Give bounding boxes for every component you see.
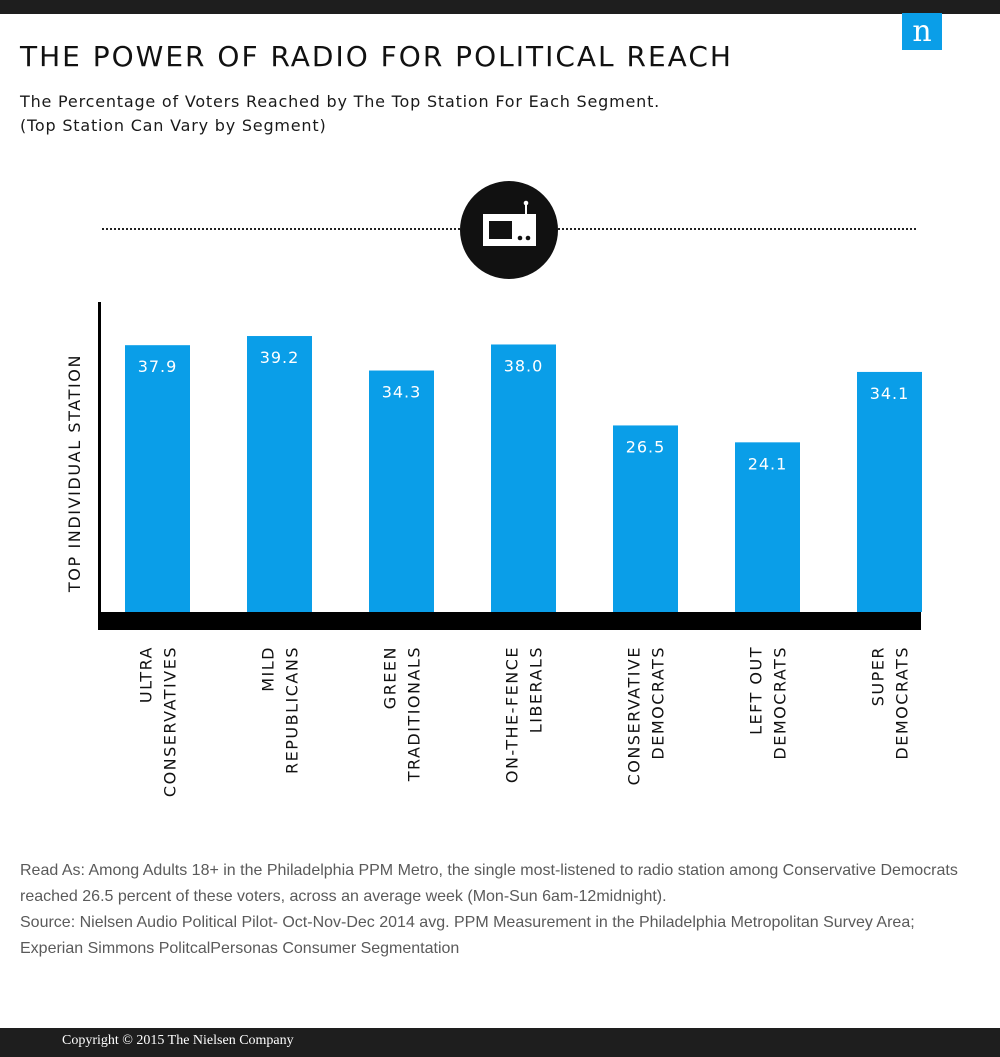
bar-value-label-4: 38.0: [504, 356, 544, 375]
x-tick-label-5: CONSERVATIVE DEMOCRATS: [625, 646, 668, 785]
x-tick-label-3-line-2: TRADITIONALS: [405, 646, 424, 782]
x-tick-label-2-line-2: REPUBLICANS: [283, 646, 302, 774]
x-tick-label-1-line-1: ULTRA: [137, 646, 156, 703]
bar-5: [613, 425, 678, 612]
bar-6: [735, 442, 800, 612]
bar-value-label-2: 39.2: [260, 348, 300, 367]
bar-4: [491, 344, 556, 612]
bar-chart: TOP INDIVIDUAL STATION 37.9 39.2 34.3 38.0 2…: [65, 181, 922, 797]
footer-bar: Copyright © 2015 The Nielsen Company: [0, 1028, 1000, 1057]
x-tick-labels: ULTRA CONSERVATIVES MILD REPUBLICANS GREEN TR…: [137, 646, 912, 797]
y-axis-line: [98, 302, 101, 630]
x-tick-label-6-line-1: LEFT OUT: [747, 646, 766, 735]
x-tick-label-5-line-1: CONSERVATIVE: [625, 646, 644, 785]
x-tick-label-1-line-2: CONSERVATIVES: [161, 646, 180, 797]
x-tick-label-2: MILD REPUBLICANS: [259, 646, 302, 774]
x-tick-label-6: LEFT OUT DEMOCRATS: [747, 646, 790, 760]
footnote: Read As: Among Adults 18+ in the Philade…: [20, 858, 980, 962]
bar-value-label-5: 26.5: [626, 437, 666, 456]
copyright-text: Copyright © 2015 The Nielsen Company: [62, 1033, 294, 1048]
bar-value-label-1: 37.9: [138, 357, 178, 376]
x-tick-label-3-line-1: GREEN: [381, 646, 400, 709]
subtitle-line-2: (Top Station Can Vary by Segment): [20, 116, 327, 135]
x-tick-label-7: SUPER DEMOCRATS: [869, 646, 912, 760]
x-tick-label-2-line-1: MILD: [259, 646, 278, 692]
x-axis-baseline: [98, 612, 921, 630]
x-tick-label-1: ULTRA CONSERVATIVES: [137, 646, 180, 797]
subtitle-line-1: The Percentage of Voters Reached by The …: [20, 92, 661, 111]
bar-value-label-3: 34.3: [382, 383, 422, 402]
bar-1: [125, 345, 190, 612]
x-tick-label-4-line-2: LIBERALS: [527, 646, 546, 733]
top-rule: [0, 0, 1000, 14]
bars-group: 37.9 39.2 34.3 38.0 26.5 24.1 34.1: [125, 336, 922, 612]
radio-icon: [460, 181, 558, 279]
x-tick-label-7-line-1: SUPER: [869, 646, 888, 706]
read-as-note: Read As: Among Adults 18+ in the Philade…: [20, 862, 958, 905]
x-tick-label-5-line-2: DEMOCRATS: [649, 646, 668, 760]
bar-3: [369, 370, 434, 612]
x-tick-label-6-line-2: DEMOCRATS: [771, 646, 790, 760]
bar-value-label-6: 24.1: [748, 454, 788, 473]
x-tick-label-4-line-1: ON-THE-FENCE: [503, 646, 522, 783]
nielsen-logo-icon: n: [902, 13, 942, 50]
source-note: Source: Nielsen Audio Political Pilot- O…: [20, 914, 915, 957]
bar-2: [247, 336, 312, 612]
page-title: THE POWER OF RADIO FOR POLITICAL REACH: [20, 40, 733, 73]
logo-glyph: n: [912, 13, 932, 49]
x-tick-label-7-line-2: DEMOCRATS: [893, 646, 912, 760]
bar-value-label-7: 34.1: [870, 384, 910, 403]
x-tick-label-3: GREEN TRADITIONALS: [381, 646, 424, 782]
chart-subtitle: The Percentage of Voters Reached by The …: [20, 90, 660, 138]
x-tick-label-4: ON-THE-FENCE LIBERALS: [503, 646, 546, 783]
bar-7: [857, 371, 922, 612]
y-axis-title: TOP INDIVIDUAL STATION: [65, 354, 84, 593]
